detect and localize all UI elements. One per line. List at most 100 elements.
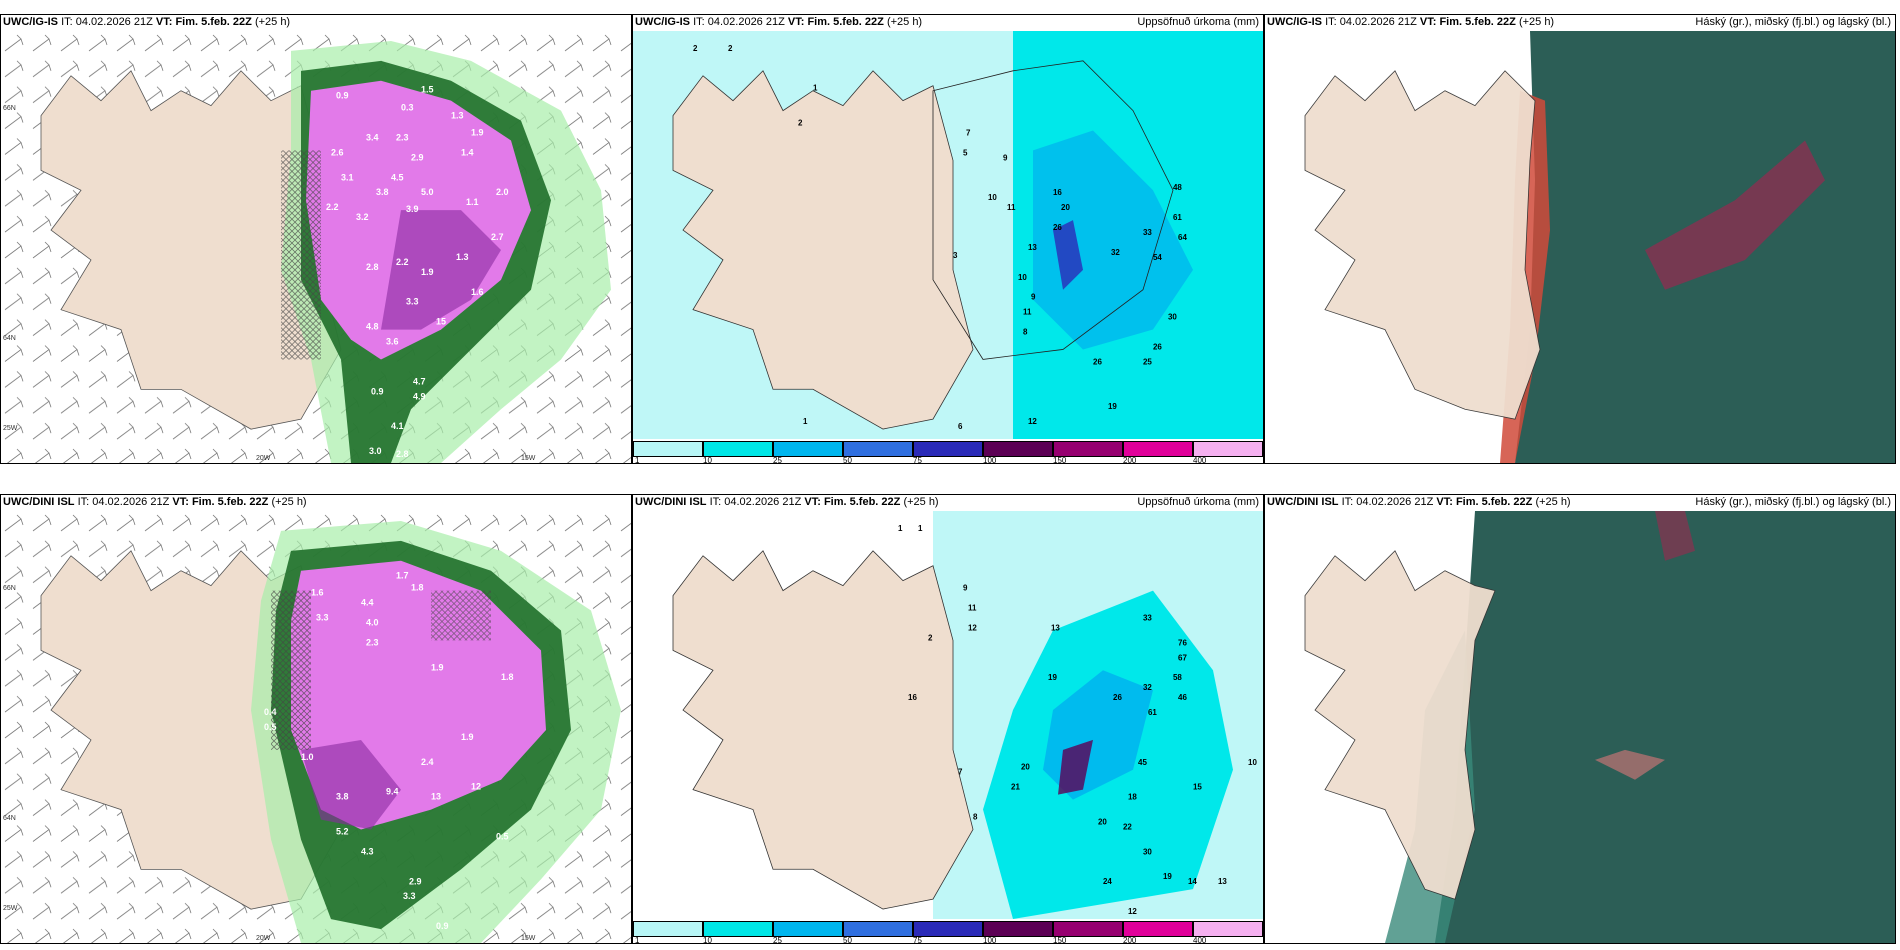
colorbar-swatch — [773, 441, 843, 457]
panel-subtitle: Háský (gr.), miðský (fj.bl.) og lágský (… — [1695, 16, 1891, 28]
value-label: 61 — [1173, 213, 1182, 222]
value-label: 61 — [1148, 708, 1157, 717]
value-label: 2 — [798, 119, 803, 128]
value-label: 46 — [1178, 693, 1187, 702]
value-label: 1.5 — [421, 85, 434, 95]
land-iceland — [1304, 550, 1496, 900]
colorbar-swatch — [1053, 441, 1123, 457]
value-label: 2.9 — [411, 152, 424, 162]
panel-title: UWC/DINI ISL IT: 04.02.2026 21Z VT: Fim.… — [635, 496, 939, 508]
value-label: 4.8 — [366, 322, 379, 332]
colorbar-swatch — [1123, 441, 1193, 457]
value-label: 4.4 — [361, 598, 374, 608]
value-label: 26 — [1093, 357, 1102, 366]
value-label: 20 — [1098, 817, 1107, 826]
value-label: 0.8 — [521, 921, 534, 931]
value-label: 0.9 — [436, 921, 449, 931]
value-label: 9 — [963, 584, 968, 593]
value-label: 13 — [1028, 243, 1037, 252]
colorbar-swatch — [913, 441, 983, 457]
value-label: 2.2 — [326, 202, 339, 212]
value-label: 48 — [1173, 183, 1182, 192]
value-label: 4.9 — [413, 391, 426, 401]
lat-label: 66N — [3, 585, 16, 592]
value-label: 4.3 — [361, 846, 374, 856]
land-iceland — [672, 70, 974, 430]
value-label: 24 — [1103, 877, 1112, 886]
value-label: 58 — [1173, 673, 1182, 682]
panel-title: UWC/DINI ISL IT: 04.02.2026 21Z VT: Fim.… — [1267, 496, 1571, 508]
lon-label: 20W — [256, 935, 271, 942]
colorbar-label: 100 — [983, 936, 997, 944]
colorbar-swatch — [1193, 441, 1263, 457]
map-clouds-dini — [1265, 511, 1895, 943]
value-label: 30 — [1143, 847, 1152, 856]
colorbar-label: 25 — [773, 456, 782, 464]
lat-label: 66N — [3, 105, 16, 112]
colorbar-label: 1 — [635, 456, 640, 464]
lat-label: 64N — [3, 815, 16, 822]
value-label: 0.9 — [371, 386, 384, 396]
lon-label: 25W — [3, 425, 18, 432]
colorbar-label: 200 — [1123, 456, 1137, 464]
panel-title: UWC/IG-IS IT: 04.02.2026 21Z VT: Fim. 5.… — [3, 16, 291, 28]
value-label: 33 — [1143, 613, 1152, 622]
value-label: 20 — [1061, 203, 1070, 212]
lon-label: 20W — [256, 455, 271, 462]
value-label: 12 — [471, 782, 481, 792]
value-label: 5.2 — [336, 827, 349, 837]
lon-label: 25W — [3, 905, 18, 912]
value-label: 30 — [1168, 313, 1177, 322]
colorbar-swatch — [913, 921, 983, 937]
map-snow-dini: 1.7 1.6 3.3 4.4 4.0 2.3 1.8 1.9 0.4 0.5 … — [1, 511, 631, 943]
colorbar-label: 1 — [635, 936, 640, 944]
value-label: 14 — [1188, 877, 1197, 886]
precip-values-tm: 2 2 1 2 7 5 9 10 11 16 20 26 13 10 9 11 … — [693, 44, 1187, 431]
value-label: 3.6 — [386, 337, 399, 347]
value-label: 3.1 — [341, 172, 354, 182]
panel-subtitle: Háský (gr.), miðský (fj.bl.) og lágský (… — [1695, 496, 1891, 508]
value-label: 26 — [1153, 342, 1162, 351]
value-label: 26 — [1113, 693, 1122, 702]
map-snow-igis: 0.9 1.5 0.3 1.3 1.9 2.6 3.4 2.3 2.9 1.4 … — [1, 31, 631, 463]
colorbar-swatch — [633, 441, 703, 457]
panel-top-left-snow: UWC/IG-IS IT: 04.02.2026 21Z VT: Fim. 5.… — [0, 14, 632, 464]
value-label: 12 — [1128, 907, 1137, 916]
value-label: 25 — [1143, 357, 1152, 366]
colorbar-swatch — [983, 441, 1053, 457]
value-label: 11 — [968, 604, 977, 613]
colorbar: 1 10 25 50 75 100 150 200 400 — [633, 439, 1263, 463]
lat-label: 64N — [3, 335, 16, 342]
value-label: 9.4 — [386, 787, 399, 797]
panel-subtitle: Uppsöfnuð úrkoma (mm) — [1137, 496, 1259, 508]
value-label: 20 — [1021, 763, 1030, 772]
value-label: 0.5 — [496, 831, 509, 841]
value-label: 13 — [431, 792, 441, 802]
value-label: 15 — [1193, 783, 1202, 792]
value-label: 1 — [918, 524, 923, 533]
panel-title: UWC/IG-IS IT: 04.02.2026 21Z VT: Fim. 5.… — [635, 16, 923, 28]
value-label: 12 — [1028, 417, 1037, 426]
value-label: 9 — [1003, 153, 1008, 162]
panel-subtitle: Uppsöfnuð úrkoma (mm) — [1137, 16, 1259, 28]
value-label: 3.0 — [369, 446, 382, 456]
value-label: 8 — [1023, 328, 1028, 337]
colorbar-label: 10 — [703, 936, 712, 944]
value-label: 1 — [898, 524, 903, 533]
value-label: 2 — [728, 44, 733, 53]
value-label: 21 — [1011, 783, 1020, 792]
panel-bottom-middle-precip: UWC/DINI ISL IT: 04.02.2026 21Z VT: Fim.… — [632, 494, 1264, 944]
colorbar-label: 10 — [703, 456, 712, 464]
value-label: 2.6 — [331, 147, 344, 157]
value-label: 19 — [1163, 872, 1172, 881]
value-label: 10 — [988, 193, 997, 202]
value-label: 4.1 — [391, 421, 404, 431]
panel-top-right-clouds: UWC/IG-IS IT: 04.02.2026 21Z VT: Fim. 5.… — [1264, 14, 1896, 464]
value-label: 9 — [1031, 293, 1036, 302]
value-label: 64 — [1178, 233, 1187, 242]
value-label: 32 — [1143, 683, 1152, 692]
value-label: 4.5 — [391, 172, 404, 182]
colorbar-label: 150 — [1053, 456, 1067, 464]
value-label: 1.4 — [461, 147, 474, 157]
colorbar-label: 75 — [913, 936, 922, 944]
